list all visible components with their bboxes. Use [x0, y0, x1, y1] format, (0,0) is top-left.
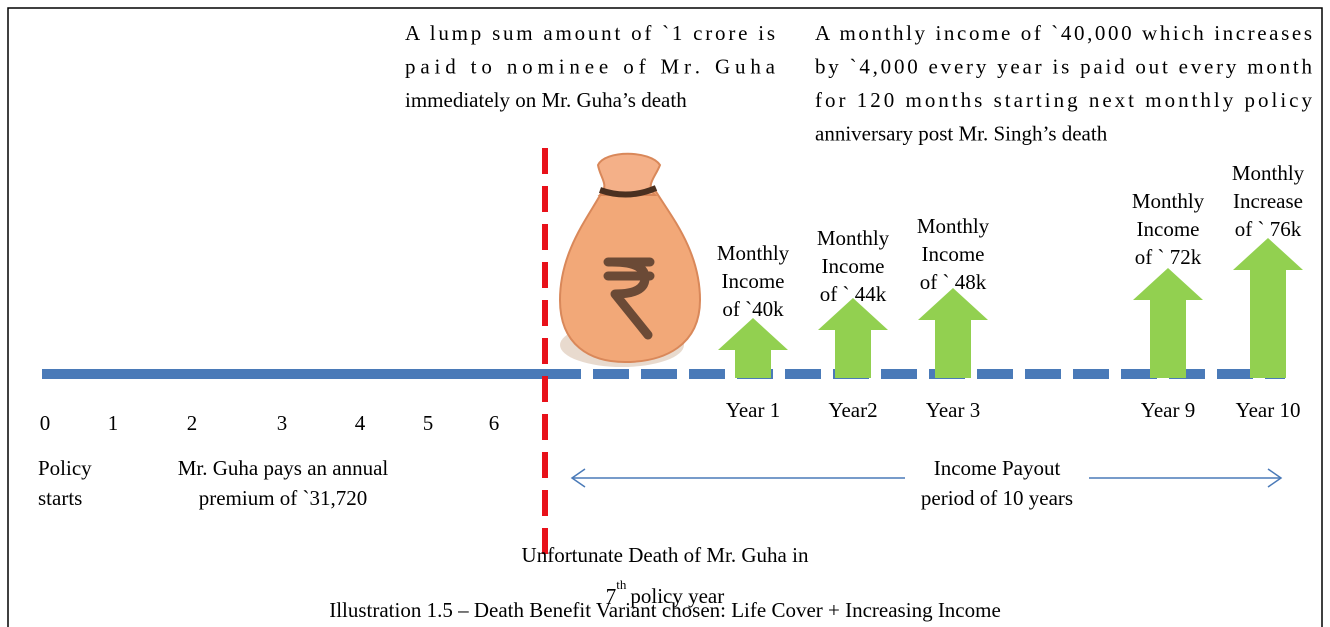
income-label: Monthly	[817, 226, 890, 250]
year-label: 1	[108, 411, 119, 435]
income-label: Income	[822, 254, 885, 278]
income-label: of `40k	[722, 297, 784, 321]
payout-year: Year 1	[726, 398, 780, 422]
income-arrow	[718, 318, 788, 378]
payout-year: Year 9	[1141, 398, 1195, 422]
income-label: of ` 44k	[820, 282, 887, 306]
year-label: 5	[423, 411, 434, 435]
policy-starts: starts	[38, 486, 82, 510]
income-arrow	[1133, 268, 1203, 378]
year-label: 4	[355, 411, 366, 435]
payout-year: Year 3	[926, 398, 980, 422]
income-arrow	[818, 298, 888, 378]
note-line: anniversary post Mr. Singh’s death	[815, 121, 1108, 145]
note-line: immediately on Mr. Guha’s death	[405, 88, 687, 112]
income-label: Income	[922, 242, 985, 266]
income-label: Monthly	[717, 241, 790, 265]
income-label: of ` 76k	[1235, 217, 1302, 241]
payout-period: Income Payout	[934, 456, 1061, 480]
income-label: Monthly	[1232, 161, 1305, 185]
note-line: A lump sum amount of `1 crore is	[405, 21, 775, 45]
note-line: by `4,000 every year is paid out every m…	[815, 54, 1313, 78]
page: 7thpolicy year A lump sum amount of `1 c…	[0, 0, 1330, 627]
payout-year: Year 10	[1236, 398, 1301, 422]
money-bag	[560, 154, 700, 367]
year-label: 2	[187, 411, 198, 435]
income-label: of ` 72k	[1135, 245, 1202, 269]
income-label: Monthly	[917, 214, 990, 238]
note-line: paid to nominee of Mr. Guha	[405, 54, 776, 78]
income-label: of ` 48k	[920, 270, 987, 294]
payout-period: period of 10 years	[921, 486, 1073, 510]
income-label: Monthly	[1132, 189, 1205, 213]
year-label: 0	[40, 411, 51, 435]
payout-year: Year2	[828, 398, 877, 422]
note-line: for 120 months starting next monthly pol…	[815, 88, 1313, 112]
diagram: 7thpolicy year A lump sum amount of `1 c…	[0, 0, 1330, 627]
death-note-line1: Unfortunate Death of Mr. Guha in	[522, 543, 809, 567]
income-arrow	[918, 288, 988, 378]
income-label: Increase	[1233, 189, 1303, 213]
year-label: 3	[277, 411, 288, 435]
caption: Illustration 1.5 – Death Benefit Variant…	[329, 598, 1001, 622]
premium-note: premium of `31,720	[199, 486, 368, 510]
income-label: Income	[722, 269, 785, 293]
premium-note: Mr. Guha pays an annual	[178, 456, 389, 480]
note-line: A monthly income of `40,000 which increa…	[815, 21, 1312, 45]
policy-starts: Policy	[38, 456, 92, 480]
year-label: 6	[489, 411, 500, 435]
ordinal-suffix: th	[616, 577, 627, 592]
income-arrow	[1233, 238, 1303, 378]
income-label: Income	[1137, 217, 1200, 241]
